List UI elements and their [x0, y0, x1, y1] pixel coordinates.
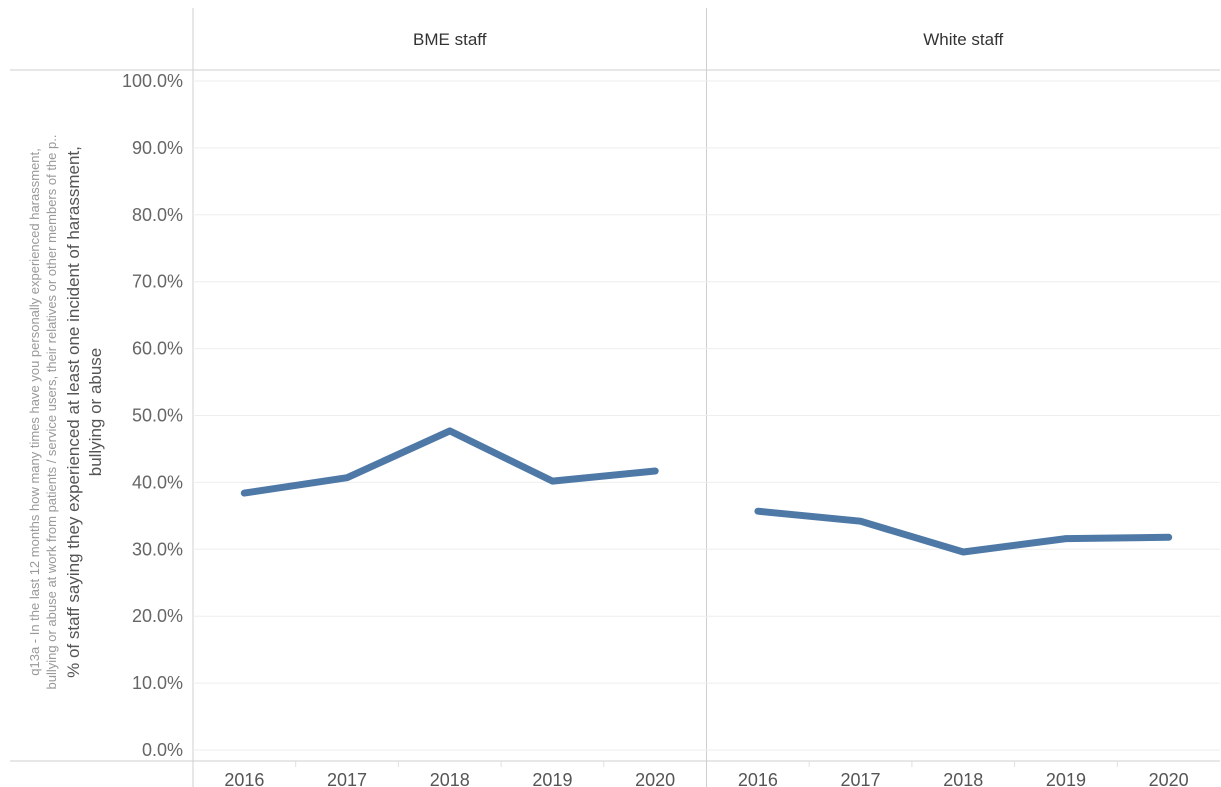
x-tick-label: 2017 — [841, 770, 881, 787]
y-outer-label-line-1: q13a - In the last 12 months how many ti… — [27, 148, 42, 676]
y-tick-label: 80.0% — [132, 205, 183, 225]
y-tick-label: 70.0% — [132, 272, 183, 292]
y-tick-label: 50.0% — [132, 406, 183, 426]
x-tick-label: 2017 — [327, 770, 367, 787]
series-line-1 — [754, 507, 1173, 556]
panel-headers: BME staff White staff — [413, 30, 1003, 49]
y-tick-label: 100.0% — [122, 71, 183, 91]
y-inner-label-line-2: bullying or abuse — [86, 348, 105, 477]
y-tick-label: 20.0% — [132, 606, 183, 626]
panel-header-0: BME staff — [413, 30, 487, 49]
x-tick-label: 2018 — [943, 770, 983, 787]
y-tick-label: 60.0% — [132, 339, 183, 359]
y-tick-label: 0.0% — [142, 740, 183, 760]
series-line-0 — [240, 427, 659, 497]
x-tick-label: 2016 — [738, 770, 778, 787]
x-tick-label: 2019 — [1046, 770, 1086, 787]
chart-frame — [10, 8, 1220, 787]
x-tick-label: 2020 — [1149, 770, 1189, 787]
panel-header-1: White staff — [923, 30, 1003, 49]
y-tick-label: 10.0% — [132, 673, 183, 693]
x-axis-ticks: 2016 2017 2018 2019 2020 2016 2017 2018 2019 2020 — [224, 761, 1189, 787]
y-axis-title: q13a - In the last 12 months how many ti… — [27, 135, 105, 690]
y-tick-label: 90.0% — [132, 138, 183, 158]
y-axis-ticks: 0.0% 10.0% 20.0% 30.0% 40.0% 50.0% 60.0% 70.0% 8… — [122, 71, 183, 760]
x-tick-label: 2019 — [532, 770, 572, 787]
x-tick-label: 2016 — [224, 770, 264, 787]
x-tick-label: 2018 — [430, 770, 470, 787]
y-inner-label-line-1: % of staff saying they experienced at le… — [64, 146, 83, 678]
y-outer-label-line-2: bullying or abuse at work from patients … — [44, 135, 59, 690]
gridlines — [193, 80, 1220, 751]
y-tick-label: 30.0% — [132, 539, 183, 559]
series-lines — [240, 427, 1173, 556]
y-tick-label: 40.0% — [132, 472, 183, 492]
x-tick-label: 2020 — [635, 770, 675, 787]
